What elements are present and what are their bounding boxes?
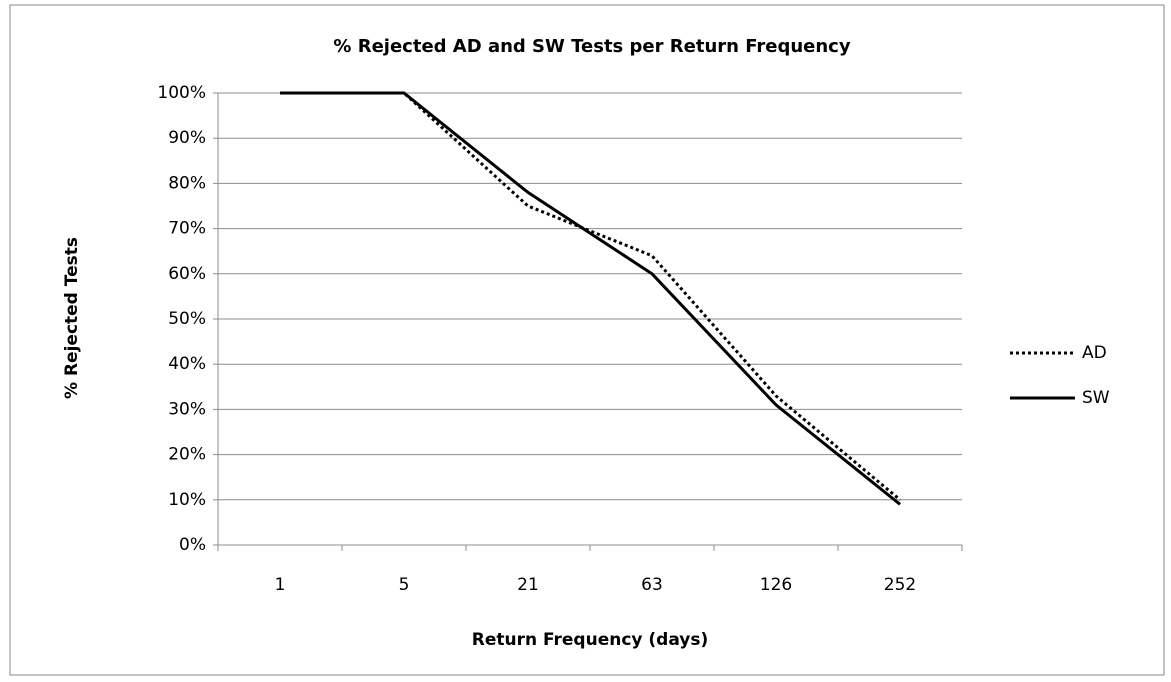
y-tick-label: 20% — [168, 445, 206, 465]
y-axis-label: % Rejected Tests — [62, 237, 82, 399]
y-tick-label: 30% — [168, 399, 206, 419]
y-tick-label: 80% — [168, 173, 206, 193]
chart-title: % Rejected AD and SW Tests per Return Fr… — [333, 36, 850, 57]
y-tick-label: 70% — [168, 219, 206, 239]
x-tick-label: 21 — [517, 575, 539, 595]
x-tick-label: 1 — [275, 575, 286, 595]
y-tick-label: 100% — [157, 83, 206, 103]
series-line — [280, 91, 901, 506]
x-tick-label: 126 — [760, 575, 792, 595]
y-tick-label: 90% — [168, 128, 206, 148]
x-tick-label: 252 — [884, 575, 916, 595]
legend-label: AD — [1082, 343, 1107, 363]
x-tick-label: 63 — [641, 575, 663, 595]
y-tick-label: 10% — [168, 490, 206, 510]
chart-border — [9, 4, 1165, 676]
y-tick-label: 40% — [168, 354, 206, 374]
y-tick-label: 60% — [168, 264, 206, 284]
legend-label: SW — [1082, 388, 1110, 408]
y-tick-label: 50% — [168, 309, 206, 329]
y-tick-label: 0% — [179, 535, 206, 555]
x-axis-label: Return Frequency (days) — [472, 630, 709, 650]
x-tick-label: 5 — [399, 575, 410, 595]
